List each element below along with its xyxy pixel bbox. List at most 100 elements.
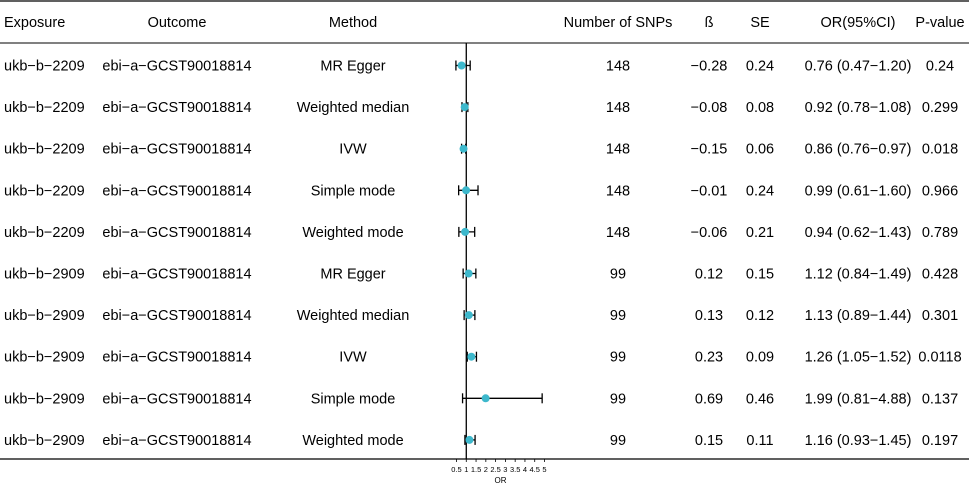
cell-pvalue: 0.789 [922,225,958,241]
forest-row [461,393,543,404]
cell-or-text: 1.26 (1.05−1.52) [805,350,912,366]
or-point [457,61,466,70]
cell-beta: −0.01 [691,183,728,199]
cell-beta: −0.06 [691,225,728,241]
cell-beta: 0.15 [695,433,723,449]
forest-row [464,434,476,445]
cell-se: 0.24 [746,183,774,199]
cell-pvalue: 0.197 [922,433,958,449]
cell-outcome: ebi−a−GCST90018814 [102,350,251,366]
table-rows: ukb−b−2209 ebi−a−GCST90018814 MR Egger 148 −… [4,59,962,449]
header-pvalue: P-value [915,15,964,31]
cell-outcome: ebi−a−GCST90018814 [102,391,251,407]
cell-se: 0.11 [746,433,773,449]
cell-outcome: ebi−a−GCST90018814 [102,142,251,158]
cell-exposure: ukb−b−2909 [4,391,85,407]
header-exposure: Exposure [4,15,65,31]
cell-outcome: ebi−a−GCST90018814 [102,183,251,199]
cell-method: IVW [339,350,367,366]
cell-nsnps: 148 [606,183,630,199]
x-axis-label: OR [495,476,507,485]
cell-beta: −0.28 [691,59,728,75]
table-row: ukb−b−2209 ebi−a−GCST90018814 IVW 148 −0.15 0… [4,142,958,158]
column-headers: Exposure Outcome Method Number of SNPs ß… [4,15,965,31]
header-se: SE [750,15,770,31]
x-tick-label: 1.5 [471,465,481,474]
x-tick-label: 5 [542,465,546,474]
cell-or-text: 0.86 (0.76−0.97) [805,142,912,158]
cell-beta: 0.13 [695,308,723,324]
or-point [464,311,473,320]
cell-exposure: ukb−b−2909 [4,350,85,366]
cell-method: Weighted mode [302,225,403,241]
x-tick-label: 3.5 [510,465,520,474]
cell-beta: −0.08 [691,100,728,116]
table-row: ukb−b−2209 ebi−a−GCST90018814 Weighted med… [4,100,958,116]
or-point [467,352,476,361]
cell-pvalue: 0.137 [922,391,958,407]
cell-exposure: ukb−b−2209 [4,183,85,199]
cell-nsnps: 148 [606,225,630,241]
cell-nsnps: 99 [610,433,626,449]
header-nsnps: Number of SNPs [564,15,673,31]
cell-se: 0.09 [746,350,774,366]
cell-exposure: ukb−b−2209 [4,225,85,241]
cell-se: 0.15 [746,267,774,283]
cell-or-text: 1.99 (0.81−4.88) [805,391,912,407]
or-point [464,269,473,278]
cell-se: 0.46 [746,391,774,407]
cell-se: 0.06 [746,142,774,158]
x-tick-label: 1 [464,465,468,474]
table-row: ukb−b−2909 ebi−a−GCST90018814 Weighted mod… [4,433,958,449]
cell-nsnps: 99 [610,267,626,283]
cell-or-text: 0.92 (0.78−1.08) [805,100,912,116]
cell-or-text: 0.99 (0.61−1.60) [805,183,912,199]
cell-outcome: ebi−a−GCST90018814 [102,59,251,75]
cell-pvalue: 0.24 [926,59,954,75]
x-tick-label: 2.5 [490,465,500,474]
forest-marks [455,43,543,459]
cell-outcome: ebi−a−GCST90018814 [102,100,251,116]
cell-beta: 0.69 [695,391,723,407]
cell-pvalue: 0.966 [922,183,958,199]
x-tick-label: 3 [503,465,507,474]
cell-exposure: ukb−b−2209 [4,100,85,116]
or-point [481,394,490,403]
cell-nsnps: 99 [610,391,626,407]
x-axis: 0.5 1 1.5 2 2.5 3 3.5 4 4.5 5 OR [451,458,547,485]
cell-or-text: 1.12 (0.84−1.49) [805,267,912,283]
cell-pvalue: 0.018 [922,142,958,158]
cell-nsnps: 148 [606,100,630,116]
cell-pvalue: 0.0118 [918,350,961,366]
cell-outcome: ebi−a−GCST90018814 [102,308,251,324]
cell-method: MR Egger [320,59,385,75]
cell-nsnps: 148 [606,59,630,75]
cell-method: Simple mode [311,183,396,199]
cell-method: Weighted median [297,100,410,116]
cell-exposure: ukb−b−2909 [4,308,85,324]
cell-method: Simple mode [311,391,396,407]
table-row: ukb−b−2209 ebi−a−GCST90018814 Simple mode 1… [4,183,958,199]
forest-row [466,351,478,362]
or-point [460,103,469,112]
cell-nsnps: 99 [610,308,626,324]
table-row: ukb−b−2909 ebi−a−GCST90018814 Simple mode 9… [4,391,958,407]
cell-or-text: 1.16 (0.93−1.45) [805,433,912,449]
forest-row [458,185,479,196]
forest-row [455,60,471,71]
cell-or-text: 0.94 (0.62−1.43) [805,225,912,241]
cell-method: Weighted mode [302,433,403,449]
cell-exposure: ukb−b−2209 [4,59,85,75]
forest-row [463,310,476,321]
or-point [461,227,470,236]
cell-or-text: 1.13 (0.89−1.44) [805,308,912,324]
cell-nsnps: 99 [610,350,626,366]
table-row: ukb−b−2909 ebi−a−GCST90018814 IVW 99 0.23 0.0… [4,350,962,366]
x-tick-label: 4 [523,465,527,474]
header-beta: ß [705,15,714,31]
cell-or-text: 0.76 (0.47−1.20) [805,59,912,75]
cell-exposure: ukb−b−2209 [4,142,85,158]
table-row: ukb−b−2209 ebi−a−GCST90018814 MR Egger 148 −… [4,59,954,75]
cell-beta: −0.15 [691,142,728,158]
cell-se: 0.21 [746,225,774,241]
